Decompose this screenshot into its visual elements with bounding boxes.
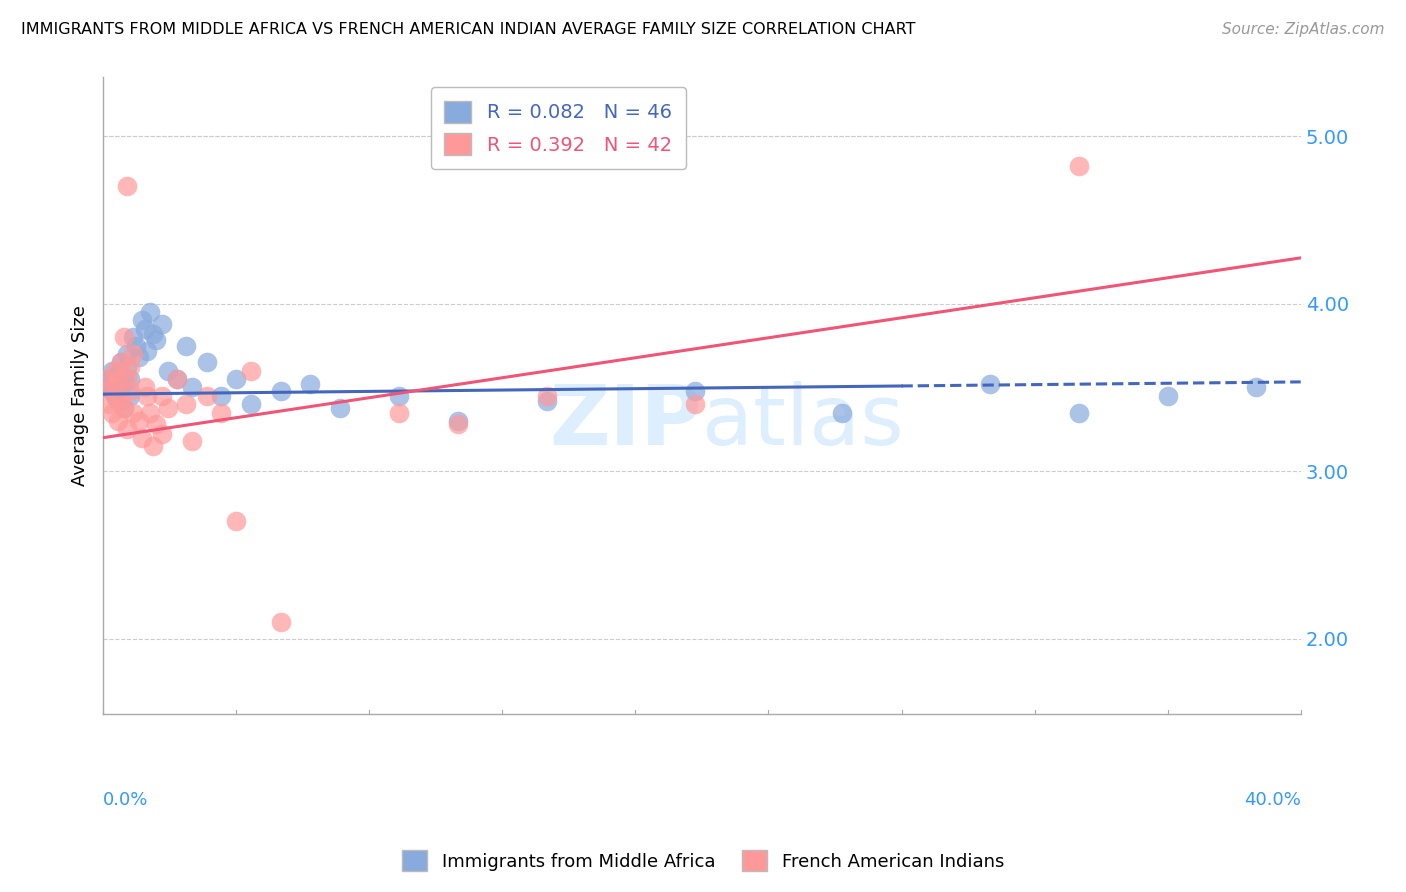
Point bbox=[98, 372, 121, 386]
Point bbox=[101, 384, 124, 398]
Point bbox=[299, 377, 322, 392]
Point bbox=[110, 393, 132, 408]
Point bbox=[94, 380, 117, 394]
Point bbox=[388, 405, 411, 419]
Point bbox=[142, 326, 165, 341]
Point bbox=[104, 377, 127, 392]
Point bbox=[240, 397, 263, 411]
Point bbox=[118, 360, 141, 375]
Point bbox=[107, 414, 129, 428]
Point bbox=[209, 405, 232, 419]
Text: ZIP: ZIP bbox=[550, 381, 702, 462]
Point bbox=[139, 305, 162, 319]
Point bbox=[180, 434, 202, 448]
Point bbox=[225, 515, 247, 529]
Point bbox=[101, 380, 124, 394]
Point bbox=[134, 380, 156, 394]
Point bbox=[107, 393, 129, 408]
Point bbox=[166, 372, 188, 386]
Legend: Immigrants from Middle Africa, French American Indians: Immigrants from Middle Africa, French Am… bbox=[395, 843, 1011, 879]
Point bbox=[121, 347, 143, 361]
Point bbox=[1067, 159, 1090, 173]
Point bbox=[118, 372, 141, 386]
Point bbox=[145, 417, 167, 432]
Point bbox=[145, 334, 167, 348]
Point bbox=[115, 422, 138, 436]
Point bbox=[1067, 405, 1090, 419]
Point bbox=[115, 360, 138, 375]
Point bbox=[209, 389, 232, 403]
Point bbox=[110, 355, 132, 369]
Point bbox=[150, 427, 173, 442]
Point bbox=[112, 401, 135, 415]
Point bbox=[104, 364, 127, 378]
Point bbox=[118, 384, 141, 398]
Point bbox=[118, 389, 141, 403]
Point bbox=[979, 377, 1001, 392]
Point bbox=[683, 384, 706, 398]
Point bbox=[157, 401, 180, 415]
Point bbox=[683, 397, 706, 411]
Point bbox=[536, 389, 558, 403]
Point bbox=[180, 380, 202, 394]
Point bbox=[270, 615, 292, 629]
Point bbox=[1246, 380, 1268, 394]
Point bbox=[139, 405, 162, 419]
Point bbox=[142, 439, 165, 453]
Text: 0.0%: 0.0% bbox=[103, 790, 149, 808]
Point bbox=[94, 372, 117, 386]
Point bbox=[101, 364, 124, 378]
Point bbox=[124, 338, 146, 352]
Point bbox=[128, 414, 150, 428]
Point bbox=[110, 380, 132, 394]
Point bbox=[112, 401, 135, 415]
Point bbox=[115, 347, 138, 361]
Point bbox=[131, 313, 153, 327]
Point bbox=[831, 405, 853, 419]
Point bbox=[121, 405, 143, 419]
Text: atlas: atlas bbox=[702, 381, 904, 462]
Point bbox=[388, 389, 411, 403]
Point bbox=[104, 389, 127, 403]
Text: Source: ZipAtlas.com: Source: ZipAtlas.com bbox=[1222, 22, 1385, 37]
Point bbox=[115, 372, 138, 386]
Point bbox=[174, 397, 197, 411]
Point bbox=[240, 364, 263, 378]
Point bbox=[112, 372, 135, 386]
Point bbox=[225, 372, 247, 386]
Point bbox=[128, 351, 150, 365]
Point bbox=[195, 355, 218, 369]
Point bbox=[110, 355, 132, 369]
Point bbox=[136, 389, 159, 403]
Point bbox=[115, 179, 138, 194]
Point bbox=[174, 338, 197, 352]
Y-axis label: Average Family Size: Average Family Size bbox=[72, 305, 89, 486]
Text: IMMIGRANTS FROM MIDDLE AFRICA VS FRENCH AMERICAN INDIAN AVERAGE FAMILY SIZE CORR: IMMIGRANTS FROM MIDDLE AFRICA VS FRENCH … bbox=[21, 22, 915, 37]
Point bbox=[195, 389, 218, 403]
Point bbox=[150, 389, 173, 403]
Point bbox=[98, 397, 121, 411]
Point bbox=[107, 367, 129, 381]
Point bbox=[104, 389, 127, 403]
Point bbox=[1156, 389, 1178, 403]
Point bbox=[150, 317, 173, 331]
Point bbox=[447, 414, 470, 428]
Point bbox=[536, 393, 558, 408]
Point bbox=[166, 372, 188, 386]
Point bbox=[270, 384, 292, 398]
Point bbox=[136, 343, 159, 358]
Point bbox=[157, 364, 180, 378]
Point bbox=[101, 405, 124, 419]
Text: 40.0%: 40.0% bbox=[1244, 790, 1301, 808]
Point bbox=[107, 372, 129, 386]
Point bbox=[112, 330, 135, 344]
Point bbox=[121, 330, 143, 344]
Point bbox=[134, 322, 156, 336]
Point bbox=[329, 401, 352, 415]
Point bbox=[131, 431, 153, 445]
Legend: R = 0.082   N = 46, R = 0.392   N = 42: R = 0.082 N = 46, R = 0.392 N = 42 bbox=[430, 87, 686, 169]
Point bbox=[447, 417, 470, 432]
